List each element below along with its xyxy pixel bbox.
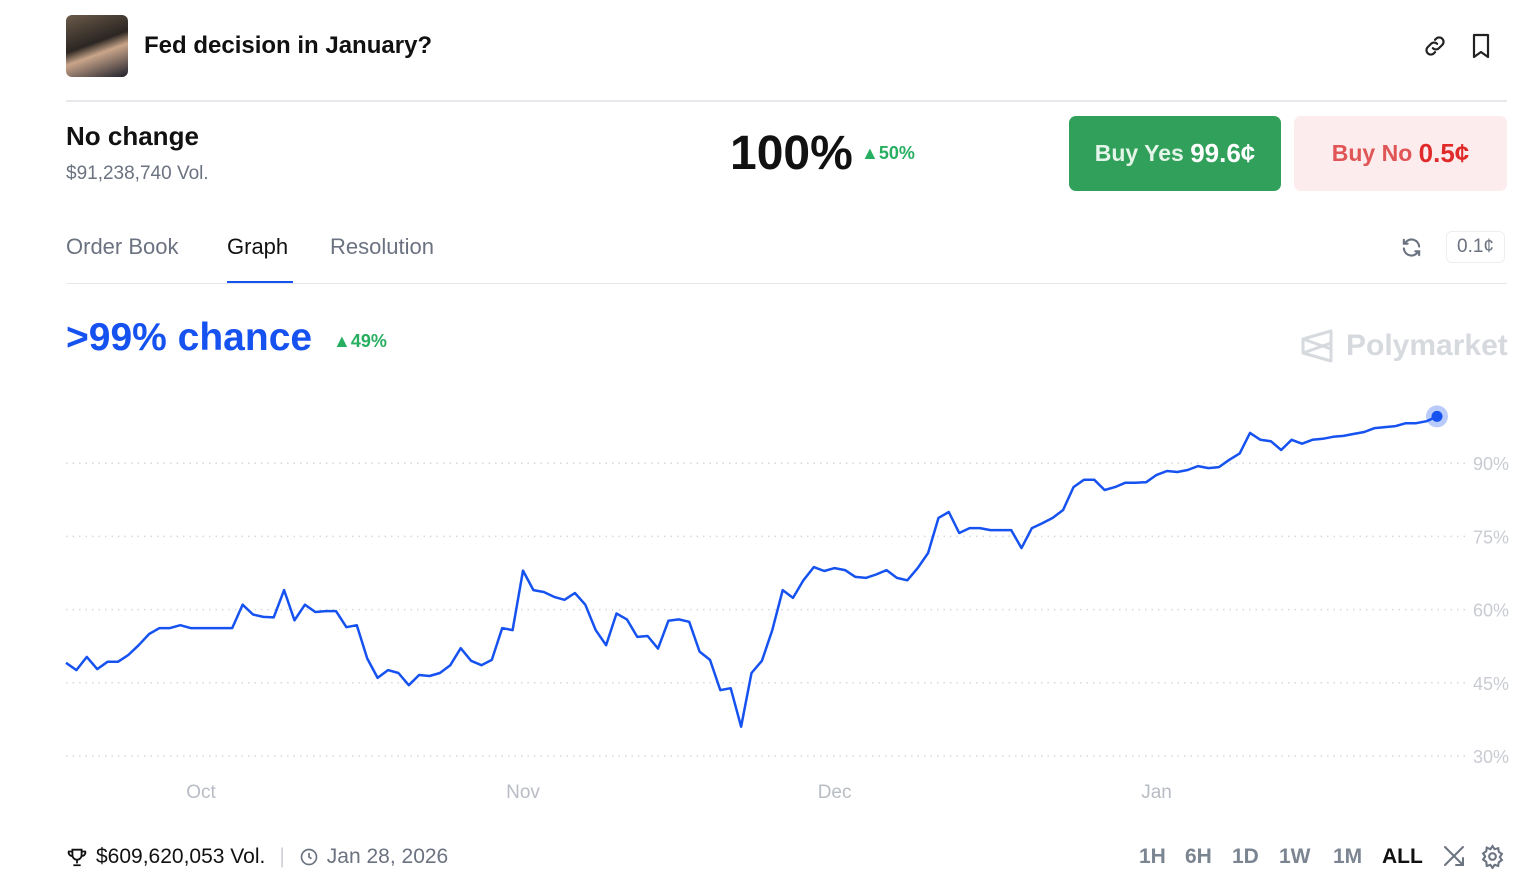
- y-tick-label: 30%: [1473, 747, 1509, 767]
- outcome-volume: $91,238,740 Vol.: [66, 163, 209, 185]
- y-tick-label: 45%: [1473, 674, 1509, 694]
- separator: |: [279, 845, 284, 869]
- outcome-change: ▲50%: [861, 143, 915, 164]
- polymarket-watermark: Polymarket: [1300, 328, 1508, 364]
- total-volume: $609,620,053 Vol. | Jan 28, 2026: [66, 845, 448, 869]
- range-1m[interactable]: 1M: [1333, 845, 1362, 869]
- tab-order-book[interactable]: Order Book: [66, 234, 179, 260]
- x-tick-label: Jan: [1141, 782, 1172, 803]
- outcome-probability: 100%: [730, 126, 853, 181]
- tab-graph[interactable]: Graph: [227, 234, 288, 260]
- x-tick-label: Oct: [186, 782, 216, 803]
- tick-size-toggle[interactable]: 0.1¢: [1446, 231, 1505, 263]
- polymarket-logo-icon: [1300, 328, 1334, 364]
- header-divider: [66, 100, 1507, 102]
- up-triangle-icon: ▲: [333, 331, 351, 351]
- trophy-icon: [66, 846, 88, 868]
- clock-icon: [299, 847, 319, 867]
- range-6h[interactable]: 6H: [1185, 845, 1212, 869]
- link-icon[interactable]: [1422, 33, 1448, 64]
- refresh-icon[interactable]: [1400, 236, 1423, 264]
- tab-resolution[interactable]: Resolution: [330, 234, 434, 260]
- range-1w[interactable]: 1W: [1279, 845, 1311, 869]
- x-tick-label: Dec: [818, 782, 852, 803]
- market-title: Fed decision in January?: [144, 32, 432, 60]
- range-all[interactable]: ALL: [1382, 845, 1423, 869]
- buy-no-button[interactable]: Buy No 0.5¢: [1294, 116, 1507, 191]
- bookmark-icon[interactable]: [1469, 32, 1493, 65]
- shuffle-icon[interactable]: [1442, 844, 1466, 873]
- market-image: [66, 15, 128, 77]
- up-triangle-icon: ▲: [861, 143, 879, 163]
- outcome-name: No change: [66, 121, 199, 152]
- settings-gear-icon[interactable]: [1480, 844, 1505, 874]
- range-1d[interactable]: 1D: [1232, 845, 1259, 869]
- chance-change: ▲49%: [333, 331, 387, 352]
- price-line: [66, 416, 1437, 726]
- y-tick-label: 60%: [1473, 601, 1509, 621]
- tabs-divider: [66, 283, 1507, 284]
- current-point: [1432, 411, 1443, 422]
- x-tick-label: Nov: [506, 782, 540, 803]
- y-tick-label: 90%: [1473, 454, 1509, 474]
- chance-headline: >99% chance: [66, 316, 312, 360]
- price-chart[interactable]: 30% 45% 60% 75% 90% Oct Nov Dec Jan: [0, 380, 1536, 810]
- y-tick-label: 75%: [1473, 527, 1509, 547]
- buy-yes-button[interactable]: Buy Yes 99.6¢: [1069, 116, 1281, 191]
- range-1h[interactable]: 1H: [1139, 845, 1166, 869]
